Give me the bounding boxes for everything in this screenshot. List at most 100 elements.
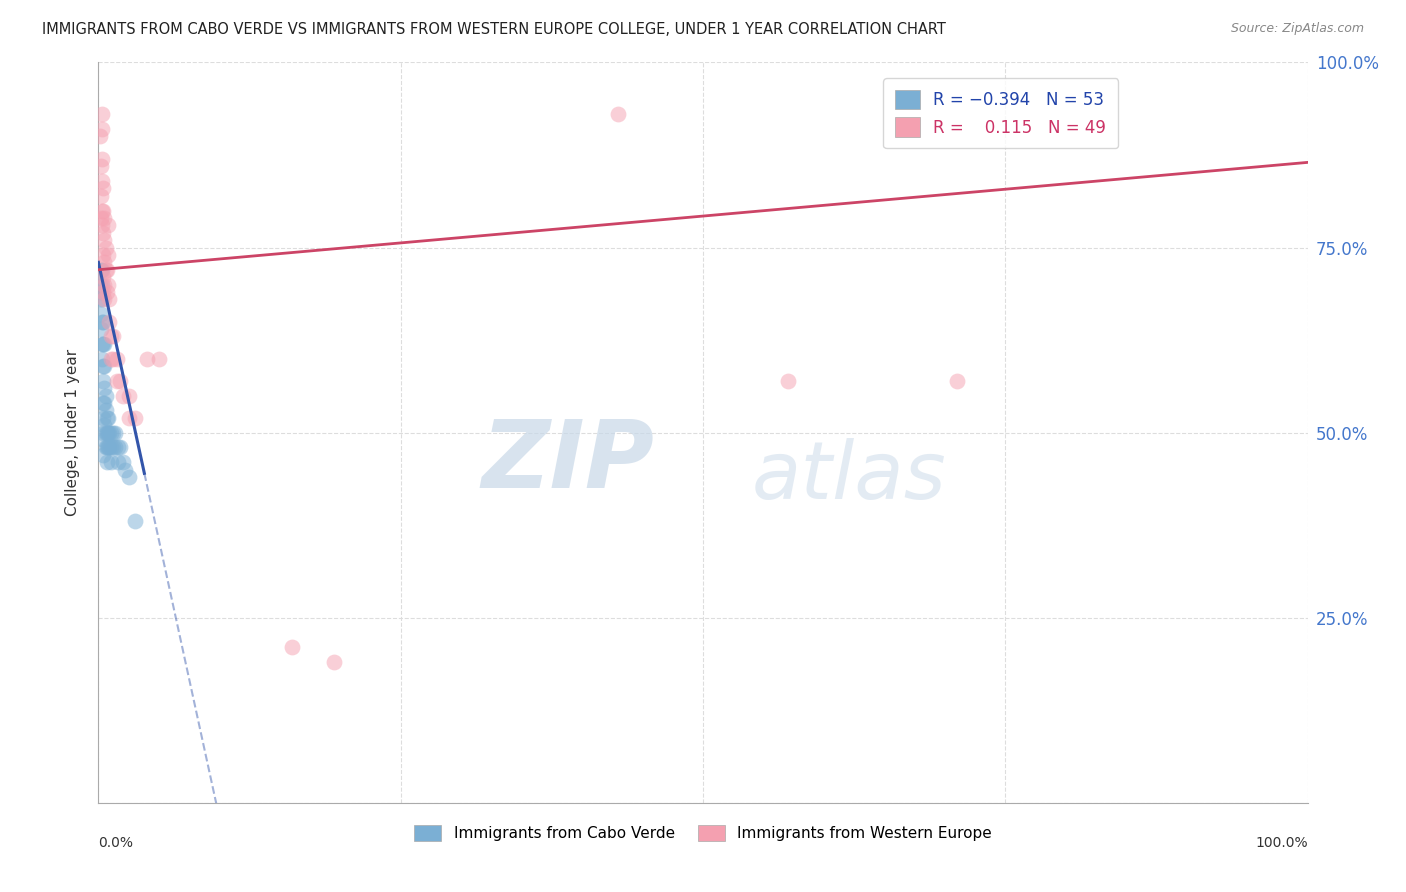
Point: [91, 270, 114, 285]
Point: [111, 455, 134, 469]
Point: [107, 455, 129, 469]
Point: [101, 425, 124, 440]
Point: [107, 441, 129, 455]
Point: [135, 351, 157, 366]
Point: [94, 425, 117, 440]
Point: [91, 277, 114, 292]
Point: [94, 403, 117, 417]
Point: [96, 410, 118, 425]
Point: [91, 181, 114, 195]
Point: [97, 248, 120, 262]
Point: [91, 374, 114, 388]
Point: [100, 351, 122, 366]
Text: atlas: atlas: [751, 438, 946, 516]
Point: [776, 374, 799, 388]
Point: [108, 441, 131, 455]
Point: [93, 211, 115, 225]
Point: [100, 425, 122, 440]
Point: [97, 219, 120, 233]
Point: [93, 293, 115, 307]
Point: [98, 425, 121, 440]
Point: [97, 277, 120, 292]
Point: [96, 262, 118, 277]
Point: [101, 441, 124, 455]
Point: [94, 262, 117, 277]
Point: [91, 425, 114, 440]
Point: [91, 248, 114, 262]
Point: [91, 336, 114, 351]
Point: [124, 515, 146, 529]
Point: [93, 381, 115, 395]
Point: [101, 329, 124, 343]
Point: [90, 307, 112, 321]
Text: 100.0%: 100.0%: [1256, 836, 1308, 850]
Text: IMMIGRANTS FROM CABO VERDE VS IMMIGRANTS FROM WESTERN EUROPE COLLEGE, UNDER 1 YE: IMMIGRANTS FROM CABO VERDE VS IMMIGRANTS…: [42, 22, 946, 37]
Point: [90, 159, 112, 173]
Point: [91, 203, 114, 218]
Point: [96, 455, 118, 469]
Point: [118, 470, 141, 484]
Point: [97, 441, 120, 455]
Point: [91, 293, 114, 307]
Point: [93, 418, 115, 433]
Point: [93, 359, 115, 373]
Point: [91, 448, 114, 462]
Point: [105, 374, 128, 388]
Point: [98, 314, 121, 328]
Point: [148, 351, 170, 366]
Point: [105, 351, 128, 366]
Point: [89, 293, 111, 307]
Point: [607, 107, 630, 121]
Legend: R = −0.394   N = 53, R =    0.115   N = 49: R = −0.394 N = 53, R = 0.115 N = 49: [883, 78, 1118, 148]
Point: [91, 285, 114, 299]
Point: [91, 152, 114, 166]
Point: [90, 322, 112, 336]
Point: [93, 433, 115, 447]
Point: [94, 388, 117, 402]
Point: [118, 410, 141, 425]
Point: [89, 129, 111, 144]
Point: [91, 219, 114, 233]
Point: [90, 285, 112, 299]
Point: [90, 262, 112, 277]
Point: [91, 107, 114, 121]
Point: [91, 359, 114, 373]
Point: [281, 640, 304, 655]
Point: [96, 285, 118, 299]
Point: [93, 336, 115, 351]
Point: [91, 203, 114, 218]
Point: [101, 351, 124, 366]
Text: 0.0%: 0.0%: [98, 836, 134, 850]
Point: [96, 425, 118, 440]
Point: [91, 410, 114, 425]
Point: [93, 277, 115, 292]
Point: [97, 410, 120, 425]
Point: [91, 336, 114, 351]
Point: [91, 396, 114, 410]
Point: [94, 240, 117, 255]
Point: [89, 277, 111, 292]
Point: [90, 211, 112, 225]
Point: [94, 441, 117, 455]
Y-axis label: College, Under 1 year: College, Under 1 year: [65, 349, 80, 516]
Text: Source: ZipAtlas.com: Source: ZipAtlas.com: [1230, 22, 1364, 36]
Point: [104, 441, 127, 455]
Text: ZIP: ZIP: [482, 417, 655, 508]
Point: [100, 441, 122, 455]
Point: [90, 188, 112, 202]
Point: [100, 329, 122, 343]
Point: [96, 441, 118, 455]
Point: [91, 262, 114, 277]
Point: [98, 293, 121, 307]
Point: [98, 441, 121, 455]
Point: [91, 314, 114, 328]
Point: [104, 425, 127, 440]
Point: [111, 388, 134, 402]
Point: [114, 462, 136, 476]
Point: [100, 455, 122, 469]
Point: [93, 396, 115, 410]
Point: [118, 388, 141, 402]
Point: [91, 226, 114, 240]
Point: [108, 374, 131, 388]
Point: [97, 425, 120, 440]
